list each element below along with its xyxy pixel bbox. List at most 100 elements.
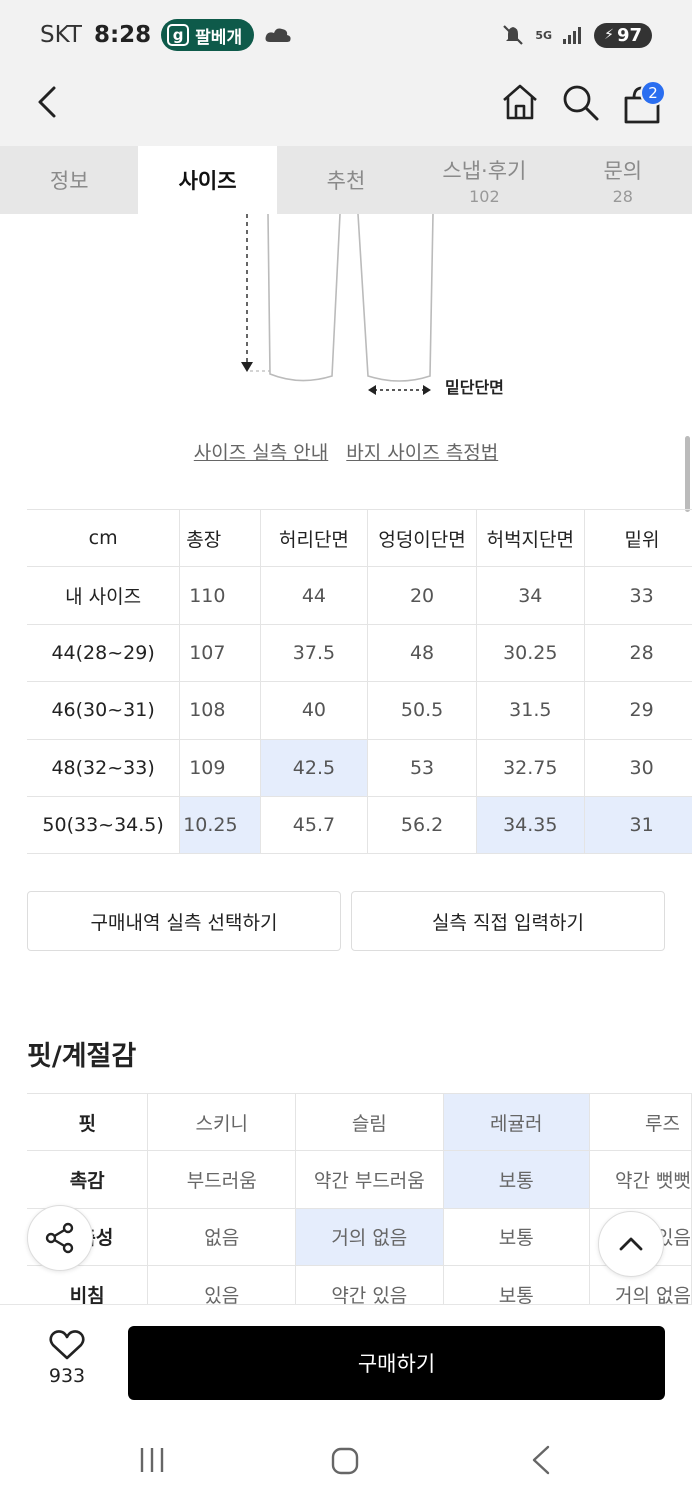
home-nav-icon[interactable] [330, 1446, 360, 1476]
table-row: 핏 스키니 슬림 레귤러 루즈 [27, 1092, 692, 1152]
purchase-history-measure-button[interactable]: 구매내역 실측 선택하기 [27, 891, 341, 951]
battery-indicator: ⚡ 97 [594, 22, 652, 48]
cart-count-badge: 2 [640, 80, 666, 106]
size-guide-link[interactable]: 사이즈 실측 안내 [193, 442, 329, 464]
table-row: 내 사이즈 110 44 20 34 33 [27, 566, 692, 625]
header-cell: 허리단면 [260, 508, 369, 568]
search-icon[interactable] [560, 82, 600, 122]
table-cell: 약간 뻣뻣 [589, 1150, 692, 1209]
table-cell: 약간 부드러움 [295, 1150, 444, 1209]
signal-icon [563, 27, 582, 44]
like-count: 933 [48, 1365, 86, 1387]
share-icon [45, 1222, 74, 1254]
row-label: 핏 [27, 1092, 149, 1152]
battery-level: 97 [616, 24, 642, 46]
tab-inquiry[interactable]: 문의 28 [554, 146, 692, 214]
app-badge-label: 팔베개 [195, 27, 243, 48]
cloud-icon [265, 28, 291, 42]
tab-label: 문의 [603, 158, 643, 183]
row-label: 44(28~29) [27, 624, 181, 683]
table-cell: 48 [367, 624, 478, 683]
section-title: 핏/계절감 [27, 1041, 137, 1072]
table-cell: 110 [179, 566, 261, 625]
scroll-top-button[interactable] [598, 1211, 664, 1277]
table-cell: 44 [260, 566, 369, 625]
table-cell: 31.5 [476, 681, 585, 740]
tab-info[interactable]: 정보 [0, 146, 138, 214]
pants-measurement-diagram: 밑단단면 [0, 213, 692, 424]
table-cell: 20 [367, 566, 478, 625]
hem-width-label: 밑단단면 [445, 378, 504, 397]
tab-snap-review[interactable]: 스냅·후기 102 [415, 146, 553, 214]
table-cell: 40 [260, 681, 369, 740]
tab-label: 스냅·후기 [442, 158, 527, 183]
table-cell: 30.25 [476, 624, 585, 683]
table-cell: 28 [584, 624, 692, 683]
table-cell: 보통 [443, 1208, 590, 1267]
status-icons: 5G ⚡ 97 [501, 22, 652, 48]
table-row: 46(30~31) 108 40 50.5 31.5 29 [27, 681, 692, 740]
clock: 8:28 [93, 22, 152, 48]
table-row: 신축성 없음 거의 없음 보통 약간 있음 [27, 1208, 692, 1267]
tab-recommend[interactable]: 추천 [277, 146, 415, 214]
fit-season-table: 핏 스키니 슬림 레귤러 루즈 촉감 부드러움 약간 부드러움 보통 약간 뻣뻣… [27, 1092, 692, 1324]
table-cell: 107 [179, 624, 261, 683]
table-cell: 50.5 [367, 681, 478, 740]
table-cell: 56.2 [367, 796, 478, 855]
size-table: cm 총장 허리단면 엉덩이단면 허벅지단면 밑위 내 사이즈 110 44 2… [27, 508, 692, 855]
table-cell: 스키니 [147, 1092, 297, 1152]
table-cell: 109 [179, 739, 261, 797]
header-cell: 엉덩이단면 [367, 508, 478, 568]
table-cell: 37.5 [260, 624, 369, 683]
tab-count: 102 [469, 186, 500, 206]
table-cell: 루즈 [589, 1092, 692, 1152]
measure-method-link[interactable]: 바지 사이즈 측정법 [346, 442, 499, 464]
chevron-up-icon [619, 1237, 643, 1251]
header-cell: 총장 [179, 508, 261, 568]
table-cell: 슬림 [295, 1092, 444, 1152]
buy-button[interactable]: 구매하기 [128, 1326, 665, 1400]
back-arrow-icon[interactable] [30, 84, 66, 120]
app-header: 2 [0, 70, 692, 146]
purchase-bar: 933 구매하기 [0, 1304, 692, 1414]
tab-label: 사이즈 [178, 169, 237, 193]
table-cell: 없음 [147, 1208, 297, 1267]
network-type: 5G [535, 28, 553, 42]
recent-apps-icon[interactable] [136, 1446, 168, 1474]
app-notification-badge: g 팔베개 [161, 19, 255, 51]
row-label: 촉감 [27, 1150, 149, 1209]
table-cell-highlighted: 레귤러 [443, 1092, 590, 1152]
pants-illustration [241, 213, 434, 395]
tab-size[interactable]: 사이즈 [138, 146, 277, 214]
row-label: 46(30~31) [27, 681, 181, 740]
table-cell-highlighted: 거의 없음 [295, 1208, 444, 1267]
home-icon[interactable] [500, 82, 540, 122]
system-nav-bar [0, 1414, 692, 1500]
header-cell: cm [27, 508, 181, 568]
table-cell: 45.7 [260, 796, 369, 855]
like-button[interactable]: 933 [30, 1329, 104, 1399]
table-cell: 53 [367, 739, 478, 797]
manual-measure-input-button[interactable]: 실측 직접 입력하기 [351, 891, 665, 951]
table-header-row: cm 총장 허리단면 엉덩이단면 허벅지단면 밑위 [27, 508, 692, 568]
status-bar: SKT 8:28 g 팔베개 5G ⚡ 97 [0, 0, 692, 70]
share-button[interactable] [27, 1205, 93, 1271]
table-cell-highlighted: 34.35 [476, 796, 585, 855]
table-row: 50(33~34.5) 10.25 45.7 56.2 34.35 31 [27, 796, 692, 855]
tab-count: 28 [612, 186, 633, 206]
table-cell: 34 [476, 566, 585, 625]
table-row: 44(28~29) 107 37.5 48 30.25 28 [27, 624, 692, 683]
mute-icon [503, 25, 524, 45]
table-cell: 108 [179, 681, 261, 740]
app-logo-icon: g [167, 24, 190, 46]
table-cell: 30 [584, 739, 692, 797]
table-cell: 29 [584, 681, 692, 740]
charging-icon: ⚡ [604, 27, 614, 43]
tab-label: 정보 [49, 169, 89, 193]
size-guide-links: 사이즈 실측 안내 바지 사이즈 측정법 [0, 438, 692, 465]
table-cell: 부드러움 [147, 1150, 297, 1209]
back-nav-icon[interactable] [528, 1444, 552, 1476]
row-label: 50(33~34.5) [27, 796, 181, 855]
header-cell: 밑위 [584, 508, 692, 568]
scrollbar-thumb[interactable] [685, 436, 690, 512]
